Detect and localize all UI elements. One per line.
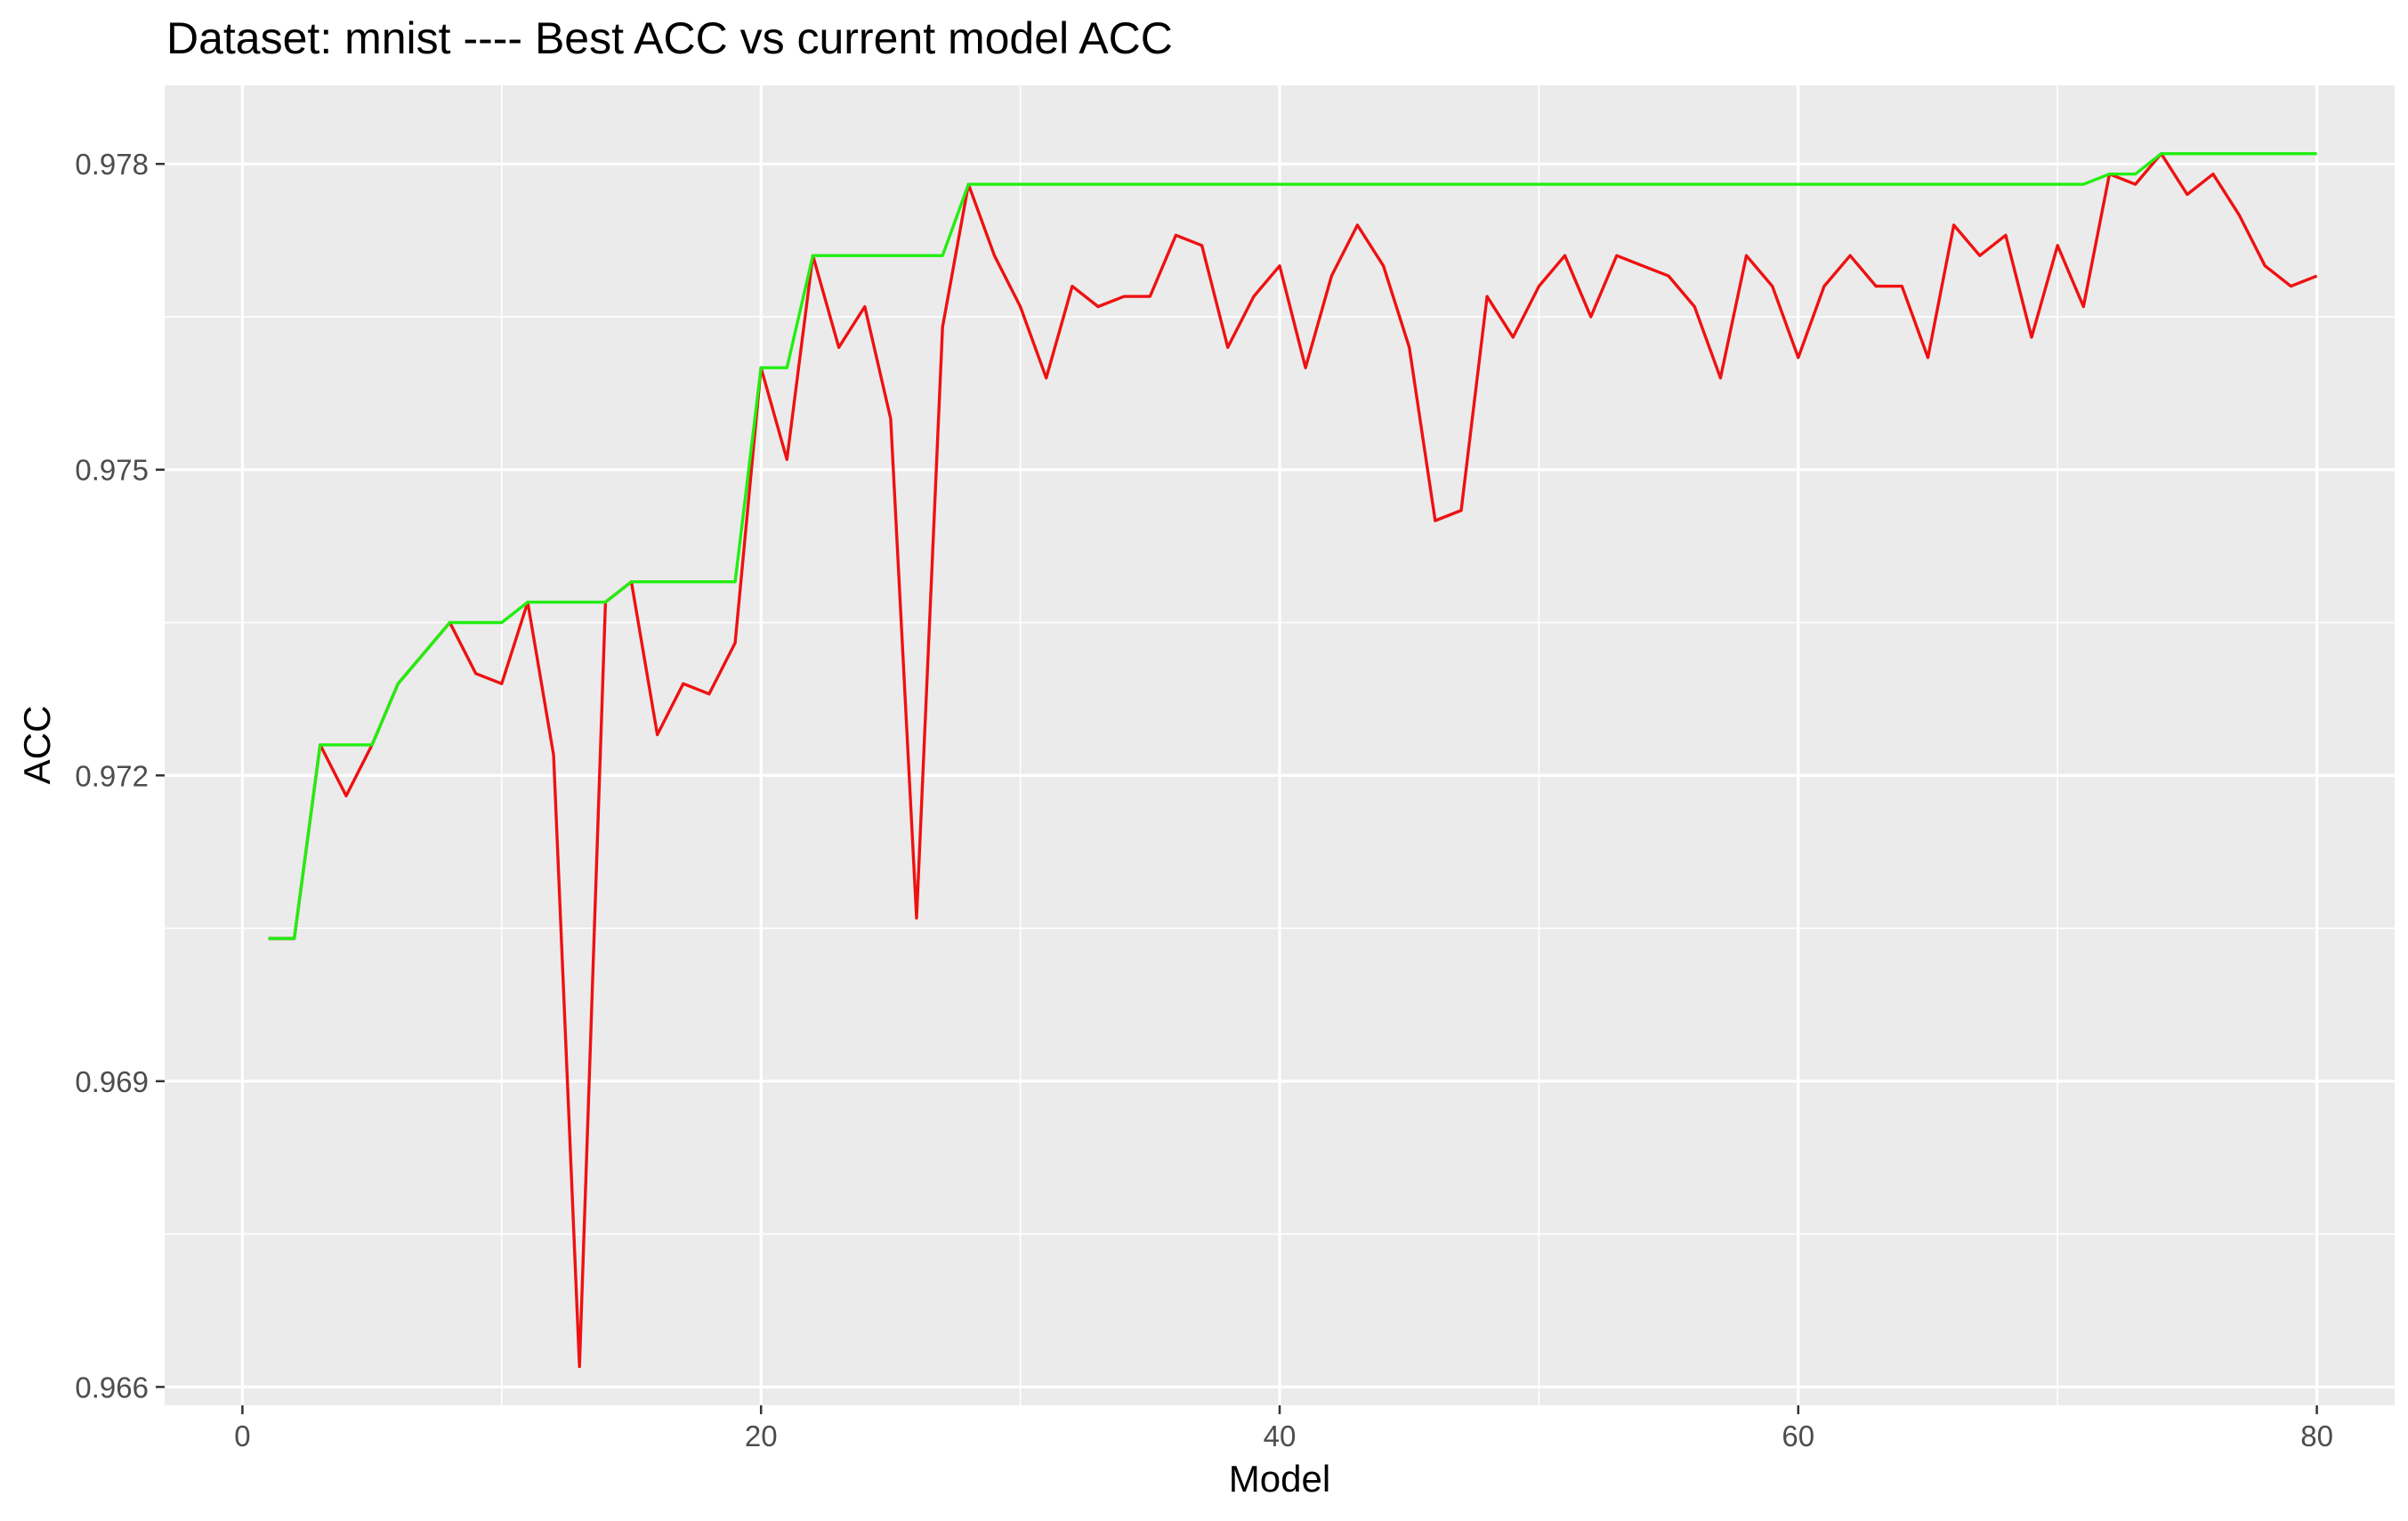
y-tick-label: 0.978 [75,148,149,181]
x-tick-label: 80 [2300,1420,2333,1452]
chart-title: Dataset: mnist ---- Best ACC vs current … [166,13,1173,63]
y-tick-label: 0.972 [75,759,149,792]
major-gridlines [165,85,2395,1405]
y-axis: 0.966 0.969 0.972 0.975 0.978 [75,148,165,1404]
series-line-2 [268,151,2317,941]
y-tick-label: 0.969 [75,1065,149,1098]
y-axis-title: ACC [16,706,58,785]
y-tick-label: 0.966 [75,1371,149,1404]
x-tick-label: 40 [1264,1420,1297,1452]
x-axis-title: Model [1229,1458,1330,1500]
x-axis: 0 20 40 60 80 [234,1405,2333,1452]
y-tick-label: 0.975 [75,454,149,487]
x-tick-label: 0 [234,1420,250,1452]
data-series [268,151,2318,1369]
x-tick-label: 20 [745,1420,778,1452]
x-tick-label: 60 [1782,1420,1814,1452]
